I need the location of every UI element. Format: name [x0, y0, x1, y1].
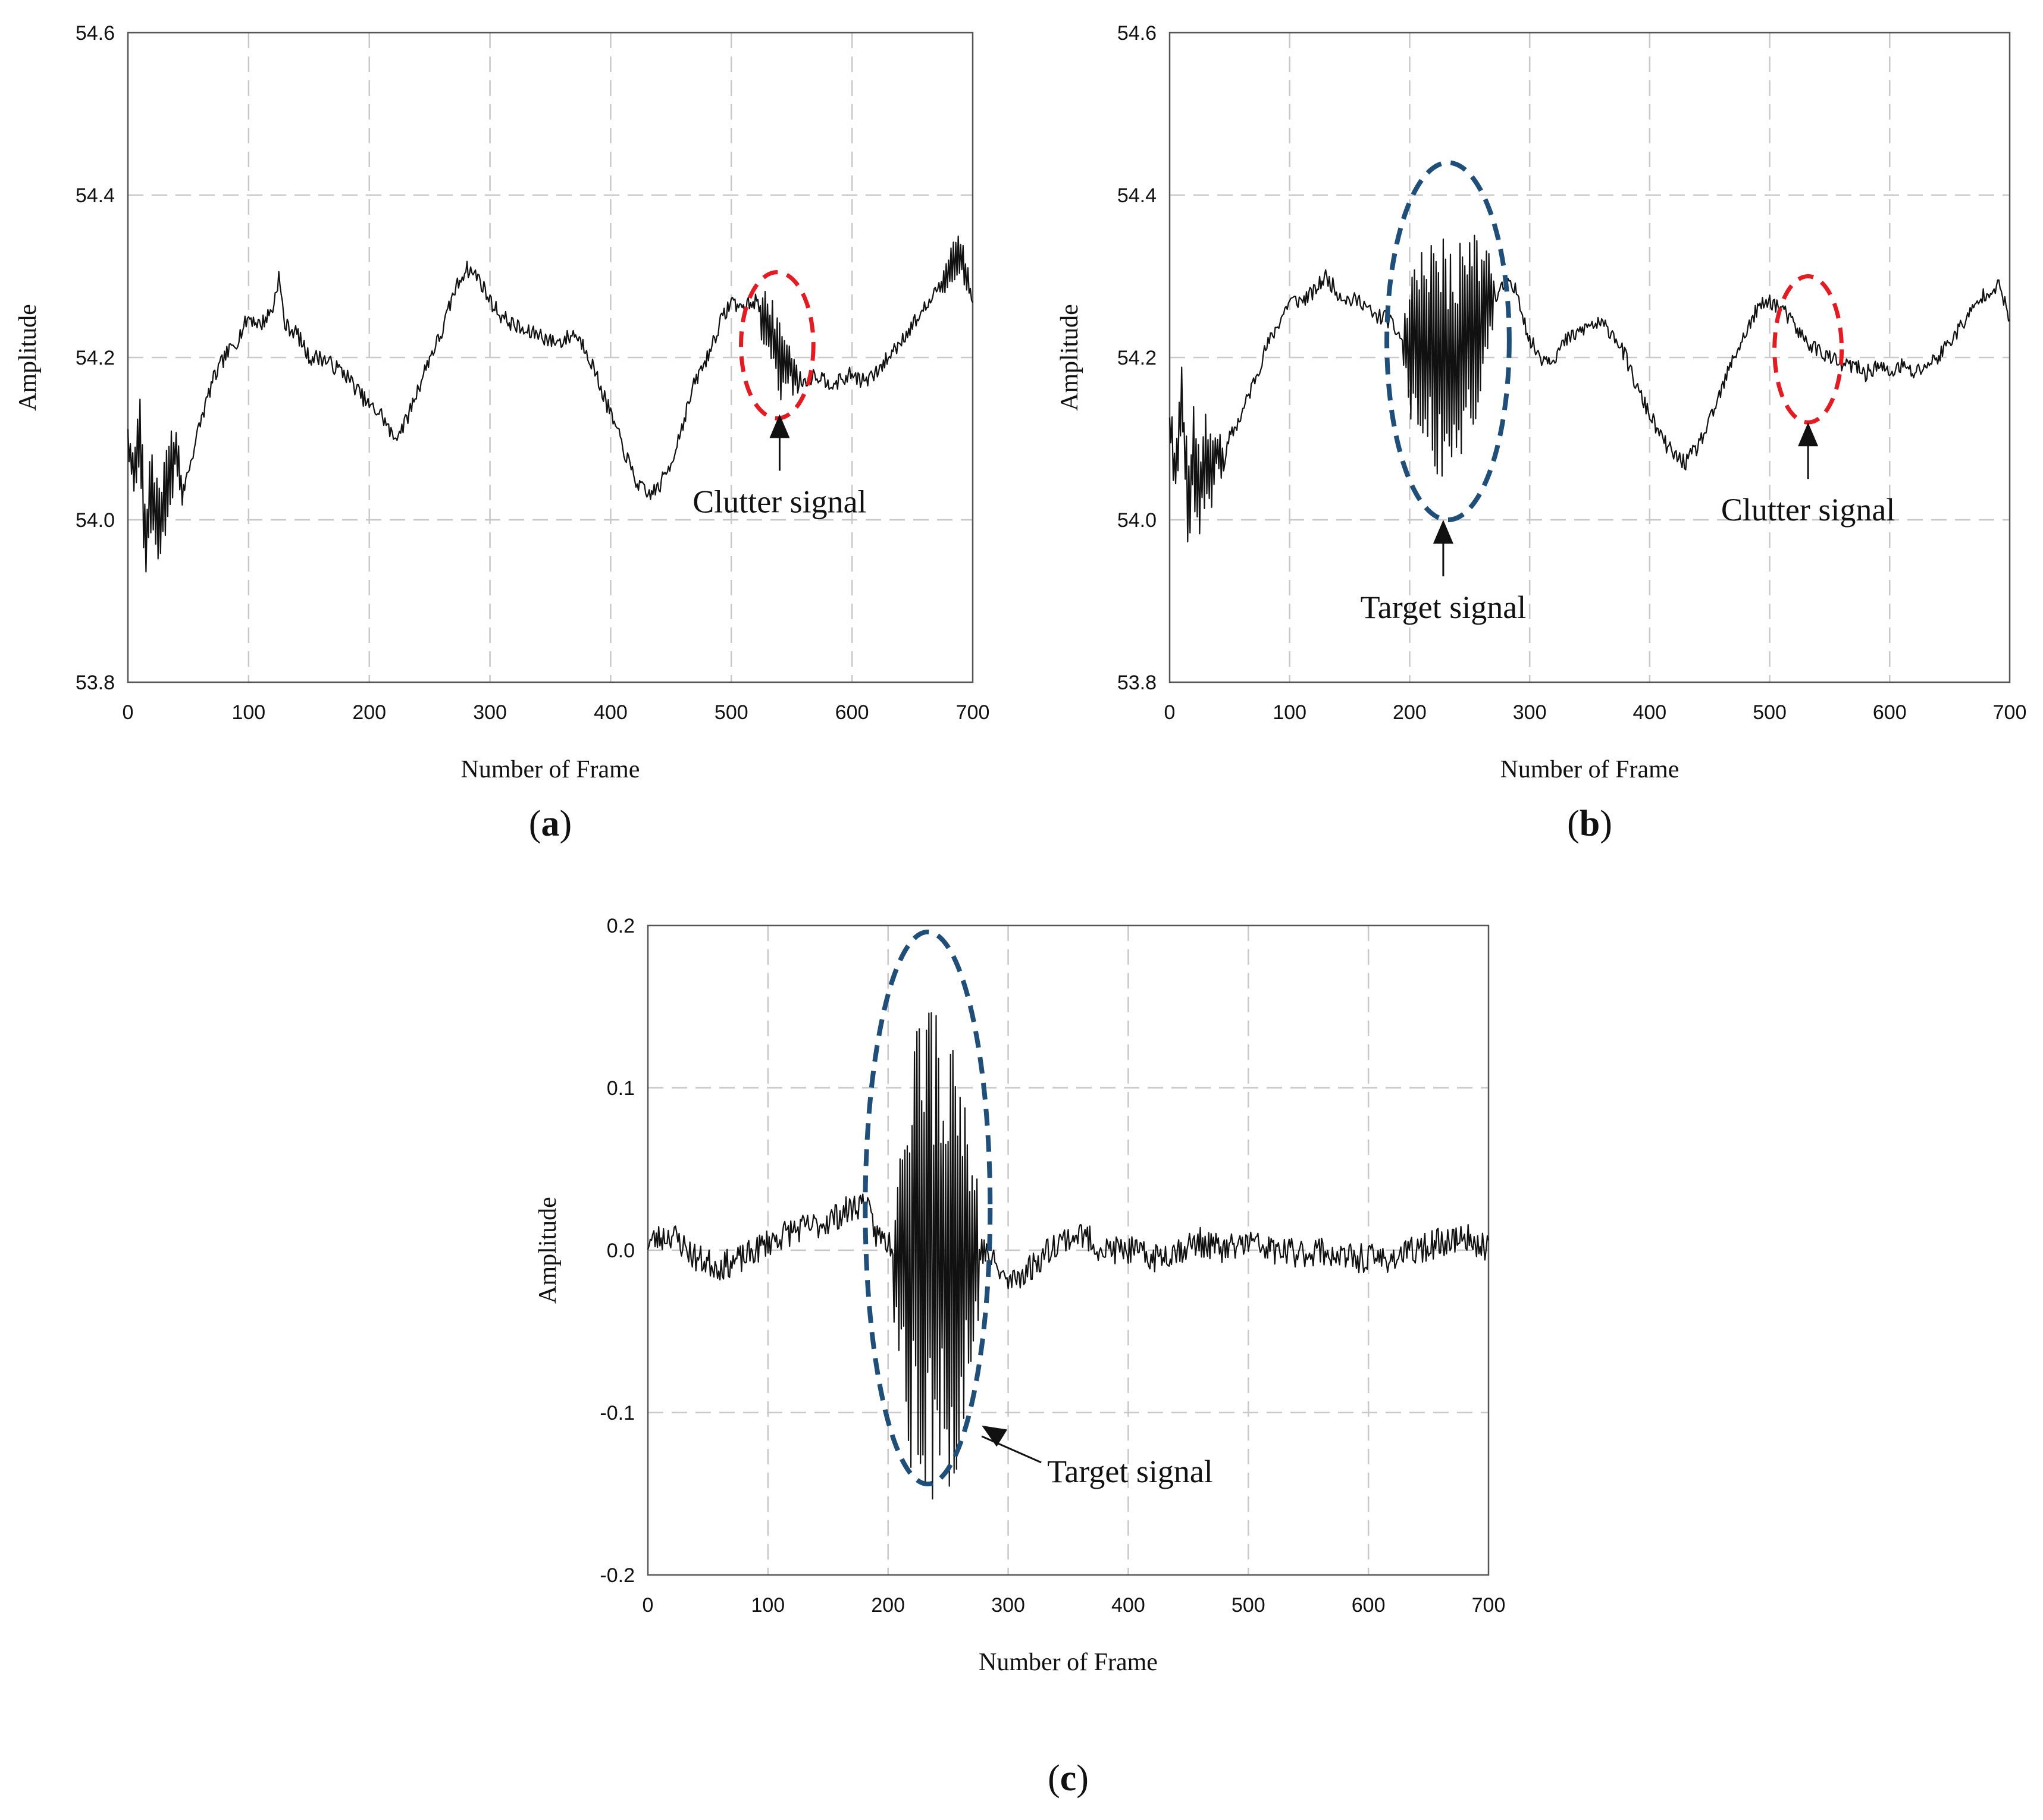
panel-b-plot-frame	[1168, 32, 2011, 683]
panel-b-xtick-label: 600	[1873, 701, 1907, 724]
panel-c-x-axis-title: Number of Frame	[979, 1649, 1158, 1676]
panel-b-annotation-label: Clutter signal	[1721, 492, 1895, 528]
panel-c-xtick-label: 700	[1472, 1594, 1506, 1617]
panel-b-xtick-label: 0	[1164, 701, 1176, 724]
panel-a-plot-frame	[127, 32, 974, 683]
panel-b-arrow-head	[1798, 422, 1819, 447]
panel-c-chart: -0.2 -0.1 0.0 0.1 0.2 0 100 200 300 400 500 600 700…	[534, 915, 1505, 1799]
panel-label-letter: b	[1580, 804, 1600, 844]
panel-c-series-line	[647, 1012, 1490, 1500]
panel-b-annotation-label: Target signal	[1361, 589, 1527, 625]
panel-a-y-axis-title: Amplitude	[14, 304, 42, 411]
panel-c-ytick-label: 0.2	[607, 915, 635, 937]
panel-c-plot-frame	[647, 924, 1490, 1576]
panel-a-xtick-label: 600	[835, 701, 869, 724]
panel-b-series-line	[1168, 234, 2010, 542]
panel-a-highlight-ellipses	[739, 270, 816, 421]
panel-a-gridlines	[128, 33, 973, 682]
panel-c-y-axis-title: Amplitude	[534, 1197, 562, 1304]
panel-c-xtick-label: 500	[1232, 1594, 1265, 1617]
panel-label-open-paren: (	[1048, 1758, 1060, 1799]
panel-b-label: (b)	[1567, 804, 1612, 844]
panel-label-letter: c	[1060, 1758, 1077, 1799]
panel-a-xtick-label: 200	[352, 701, 386, 724]
panel-label-close-paren: )	[560, 804, 572, 844]
panel-b-xtick-label: 300	[1513, 701, 1547, 724]
panel-a-series-line	[127, 236, 974, 573]
panel-a-chart: 53.8 54.0 54.2 54.4 54.6 0 100 200 300 400 500 600…	[14, 22, 989, 844]
panel-b-annotations: Target signal Clutter signal	[1361, 422, 1895, 625]
panel-b-gridlines	[1170, 33, 2010, 682]
panel-b-arrow-head	[1433, 520, 1453, 544]
panel-c-highlight-ellipses	[863, 929, 993, 1487]
panel-a-annotations: Clutter signal	[693, 414, 867, 520]
panel-b-xtick-label: 700	[1993, 701, 2027, 724]
panel-b-highlight-ellipses	[1384, 160, 1844, 522]
panel-a-xtick-label: 400	[594, 701, 628, 724]
panel-label-letter: a	[541, 804, 560, 844]
panel-c-annotations: Target signal	[981, 1425, 1213, 1489]
panel-b-ytick-label: 54.2	[1117, 347, 1157, 369]
panel-a-ytick-label: 54.6	[76, 22, 115, 45]
panel-a-xtick-label: 0	[123, 701, 134, 724]
panel-c-xtick-label: 400	[1111, 1594, 1145, 1617]
panel-b-x-axis-title: Number of Frame	[1500, 756, 1679, 783]
panel-c-ytick-label: -0.2	[600, 1564, 635, 1587]
panel-c-ytick-label: -0.1	[600, 1402, 635, 1424]
panel-a-xtick-label: 500	[715, 701, 748, 724]
panel-a-xtick-label: 100	[231, 701, 265, 724]
panel-label-open-paren: (	[1567, 804, 1580, 844]
panel-label-close-paren: )	[1076, 1758, 1089, 1799]
panel-b-y-axis-title: Amplitude	[1056, 304, 1083, 411]
panel-c-label: (c)	[1048, 1758, 1089, 1799]
panel-b-ytick-label: 54.6	[1117, 22, 1157, 45]
panel-c-ellipse-blue	[863, 929, 993, 1487]
panel-b-ytick-label: 54.0	[1117, 509, 1157, 532]
panel-label-close-paren: )	[1600, 804, 1612, 844]
panel-a-ytick-label: 54.0	[76, 509, 115, 532]
panel-c-xtick-label: 600	[1352, 1594, 1386, 1617]
panel-b-xtick-label: 200	[1393, 701, 1427, 724]
panel-a-label: (a)	[529, 804, 572, 844]
panel-a-ytick-label: 54.4	[76, 184, 115, 207]
panel-c-x-ticks: 0 100 200 300 400 500 600 700	[643, 1594, 1506, 1617]
panel-a-y-ticks: 53.8 54.0 54.2 54.4 54.6	[76, 22, 115, 694]
panel-a-xtick-label: 700	[956, 701, 990, 724]
panel-a-xtick-label: 300	[473, 701, 507, 724]
panel-b-ellipse-blue	[1384, 160, 1512, 522]
panel-a-annotation-label: Clutter signal	[693, 484, 866, 520]
panel-a-ytick-label: 54.2	[76, 347, 115, 369]
panel-c-y-ticks: -0.2 -0.1 0.0 0.1 0.2	[600, 915, 635, 1587]
panel-c-ytick-label: 0.1	[607, 1077, 635, 1100]
panel-c-xtick-label: 200	[871, 1594, 905, 1617]
panel-c-xtick-label: 300	[991, 1594, 1025, 1617]
panel-c-arrow-head	[982, 1425, 1008, 1447]
panel-b-xtick-label: 400	[1632, 701, 1666, 724]
panel-c-arrow-shaft	[981, 1435, 1042, 1464]
panel-a-ytick-label: 53.8	[76, 671, 115, 694]
panel-b-chart: 53.8 54.0 54.2 54.4 54.6 0 100 200 300 400 500 600…	[1056, 22, 2026, 844]
panel-b-xtick-label: 100	[1273, 701, 1306, 724]
panel-a-ellipse-red	[739, 270, 816, 421]
panel-label-open-paren: (	[529, 804, 541, 844]
panel-a-arrow-head	[769, 414, 790, 438]
panel-c-ytick-label: 0.0	[607, 1240, 635, 1262]
panel-b-x-ticks: 0 100 200 300 400 500 600 700	[1164, 701, 2027, 724]
panel-b-ellipse-red	[1772, 274, 1844, 425]
panel-c-xtick-label: 100	[751, 1594, 785, 1617]
panel-b-ytick-label: 53.8	[1117, 671, 1157, 694]
panel-a-x-axis-title: Number of Frame	[461, 756, 640, 783]
panel-a-x-ticks: 0 100 200 300 400 500 600 700	[123, 701, 990, 724]
panel-b-y-ticks: 53.8 54.0 54.2 54.4 54.6	[1117, 22, 1157, 694]
panel-b-ytick-label: 54.4	[1117, 184, 1157, 207]
panel-c-xtick-label: 0	[643, 1594, 654, 1617]
panel-b-xtick-label: 500	[1753, 701, 1787, 724]
panel-c-annotation-label: Target signal	[1047, 1454, 1213, 1489]
